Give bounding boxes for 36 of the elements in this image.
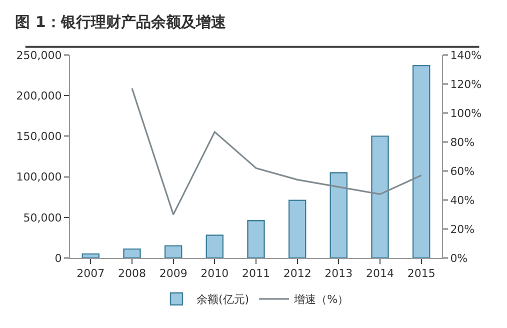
chart-title: 图 1：银行理财产品余额及增速 bbox=[15, 12, 227, 31]
x-tick-label: 2007 bbox=[76, 267, 105, 280]
x-tick-label: 2015 bbox=[407, 267, 436, 280]
y-tick-label: 100,000 bbox=[16, 170, 62, 184]
y2-tick-label: 120% bbox=[450, 78, 482, 91]
x-tick-label: 2012 bbox=[283, 267, 312, 280]
y-tick-label: 0 bbox=[54, 252, 62, 265]
y-tick-label: 200,000 bbox=[16, 89, 62, 102]
y2-tick-label: 20% bbox=[450, 222, 475, 236]
legend-label: 余额(亿元) bbox=[196, 293, 250, 306]
bar bbox=[371, 136, 389, 258]
bar bbox=[247, 220, 265, 258]
x-tick-label: 2010 bbox=[200, 267, 229, 280]
x-tick-label: 2013 bbox=[324, 267, 353, 280]
bar bbox=[412, 64, 430, 258]
line-series bbox=[131, 88, 422, 216]
y2-tick-label: 40% bbox=[450, 194, 475, 207]
bar bbox=[288, 200, 306, 258]
bar bbox=[123, 248, 141, 258]
y2-tick-label: 0% bbox=[450, 252, 468, 265]
x-tick-label: 2008 bbox=[118, 267, 146, 280]
bar bbox=[206, 234, 224, 258]
bar bbox=[330, 172, 348, 258]
x-tick-label: 2011 bbox=[242, 267, 270, 280]
y2-tick-label: 140% bbox=[450, 48, 482, 62]
y-tick-label: 250,000 bbox=[16, 48, 62, 62]
y-tick-label: 150,000 bbox=[16, 130, 62, 144]
legend-label: 增速（%） bbox=[293, 293, 349, 306]
y-tick-label: 50,000 bbox=[23, 211, 62, 224]
x-tick-label: 2014 bbox=[366, 267, 394, 280]
bar bbox=[82, 253, 100, 258]
y2-tick-label: 100% bbox=[450, 106, 482, 120]
y2-tick-label: 60% bbox=[450, 164, 475, 178]
x-tick-label: 2009 bbox=[159, 267, 188, 280]
bar bbox=[164, 245, 182, 258]
y2-tick-label: 80% bbox=[450, 136, 475, 149]
